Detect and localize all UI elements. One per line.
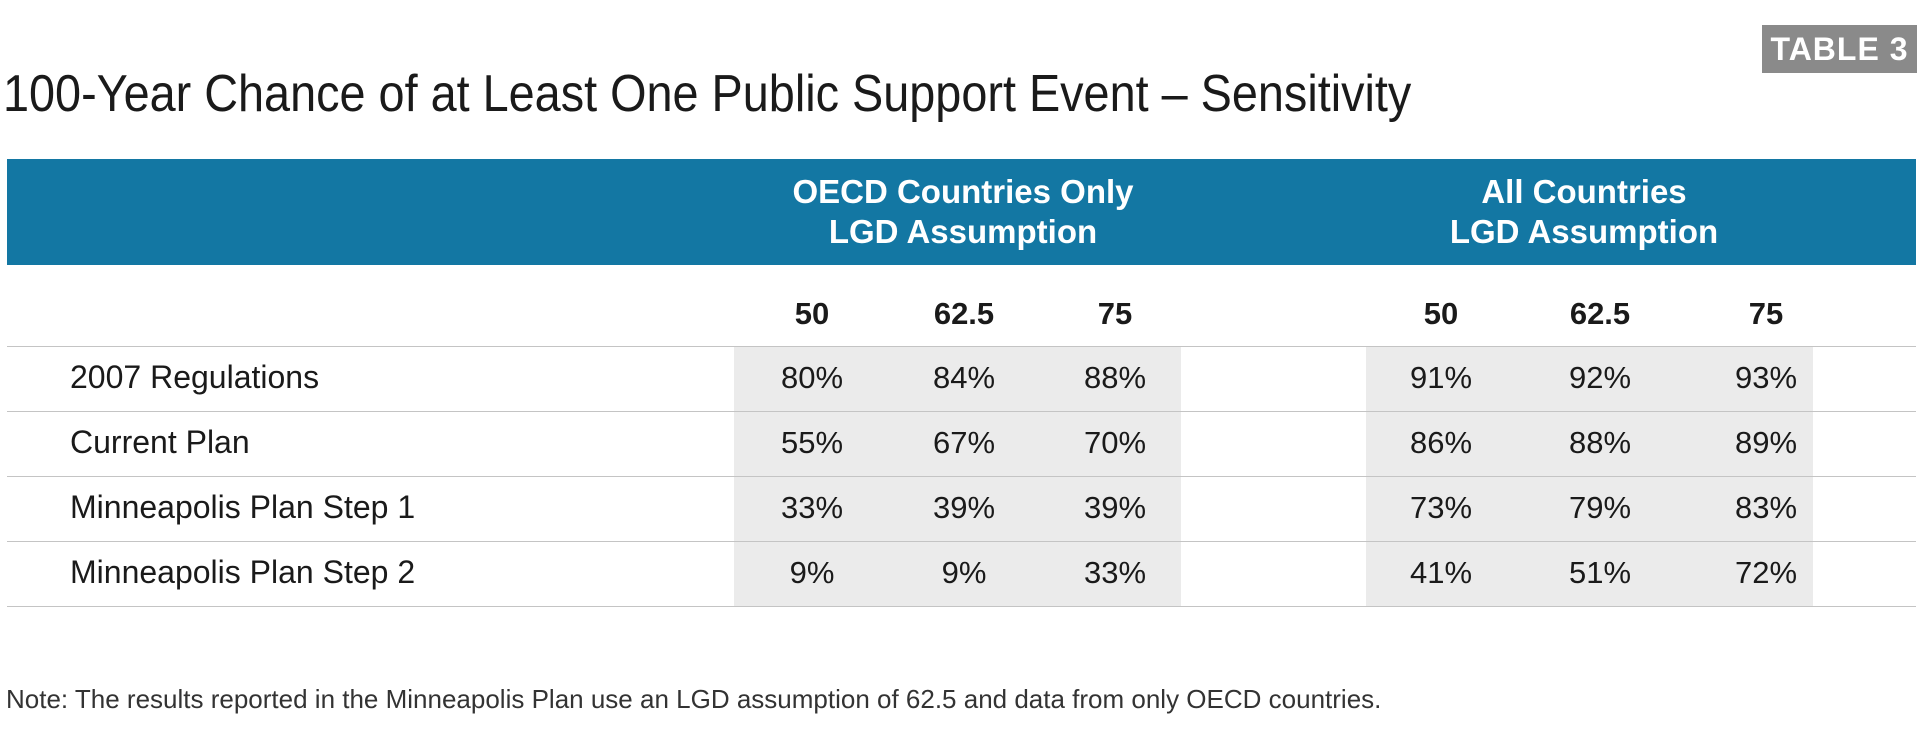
group-header-all-line1: All Countries bbox=[1481, 173, 1687, 210]
table-cell: 91% bbox=[1409, 360, 1473, 395]
table-cell: 72% bbox=[1734, 555, 1798, 590]
table-cell: 70% bbox=[1083, 425, 1147, 460]
table-footnote: Note: The results reported in the Minnea… bbox=[6, 684, 1382, 714]
column-header-all-50: 50 bbox=[1423, 296, 1459, 331]
group-header-oecd-line1: OECD Countries Only bbox=[792, 173, 1134, 210]
group-header-all-line2: LGD Assumption bbox=[1449, 213, 1719, 250]
table-cell: 33% bbox=[780, 490, 844, 525]
table-cell: 51% bbox=[1568, 555, 1632, 590]
table-number-badge: TABLE 3 bbox=[1762, 25, 1917, 73]
table-cell: 80% bbox=[780, 360, 844, 395]
column-header-all-75: 75 bbox=[1748, 296, 1784, 331]
table-cell: 67% bbox=[932, 425, 996, 460]
row-divider bbox=[7, 476, 1916, 477]
table-cell: 89% bbox=[1734, 425, 1798, 460]
group-header-oecd: OECD Countries Only LGD Assumption bbox=[713, 172, 1213, 252]
table-cell: 92% bbox=[1568, 360, 1632, 395]
table-cell: 39% bbox=[932, 490, 996, 525]
table-cell: 33% bbox=[1083, 555, 1147, 590]
row-label-current-plan: Current Plan bbox=[70, 424, 250, 460]
table-cell: 39% bbox=[1083, 490, 1147, 525]
row-label-2007-regulations: 2007 Regulations bbox=[70, 359, 320, 395]
table-cell: 55% bbox=[780, 425, 844, 460]
table-cell: 9% bbox=[789, 555, 835, 590]
column-header-oecd-62-5: 62.5 bbox=[933, 296, 995, 331]
row-label-minneapolis-step-2: Minneapolis Plan Step 2 bbox=[70, 554, 416, 590]
column-header-all-62-5: 62.5 bbox=[1569, 296, 1631, 331]
table-cell: 79% bbox=[1568, 490, 1632, 525]
table-header-band bbox=[7, 159, 1916, 265]
table-title: 100-Year Chance of at Least One Public S… bbox=[3, 65, 1412, 123]
group-header-all: All Countries LGD Assumption bbox=[1334, 172, 1834, 252]
group-header-oecd-line2: LGD Assumption bbox=[828, 213, 1098, 250]
table-cell: 9% bbox=[941, 555, 987, 590]
table-cell: 88% bbox=[1083, 360, 1147, 395]
table-cell: 83% bbox=[1734, 490, 1798, 525]
row-divider bbox=[7, 606, 1916, 607]
column-header-oecd-50: 50 bbox=[794, 296, 830, 331]
row-divider bbox=[7, 541, 1916, 542]
table-cell: 41% bbox=[1409, 555, 1473, 590]
table-cell: 73% bbox=[1409, 490, 1473, 525]
table-cell: 88% bbox=[1568, 425, 1632, 460]
row-divider bbox=[7, 411, 1916, 412]
row-divider bbox=[7, 346, 1916, 347]
table-cell: 86% bbox=[1409, 425, 1473, 460]
table-cell: 93% bbox=[1734, 360, 1798, 395]
table-cell: 84% bbox=[932, 360, 996, 395]
row-label-minneapolis-step-1: Minneapolis Plan Step 1 bbox=[70, 489, 416, 525]
column-header-oecd-75: 75 bbox=[1097, 296, 1133, 331]
